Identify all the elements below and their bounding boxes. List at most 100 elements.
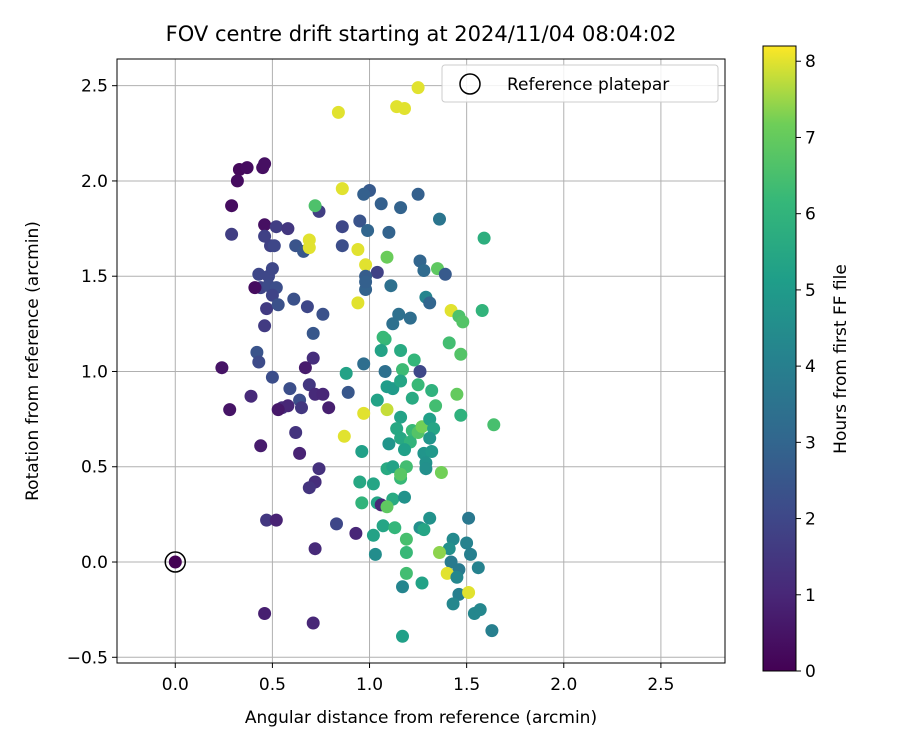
data-point <box>454 408 468 422</box>
y-tick-label: 1.5 <box>81 267 108 287</box>
x-axis-ticks: 0.0 0.5 1.0 1.5 2.0 2.5 <box>162 663 674 695</box>
data-point <box>225 227 239 241</box>
data-point <box>462 586 476 599</box>
data-point <box>405 391 419 405</box>
data-point <box>477 231 491 245</box>
data-point <box>366 477 380 491</box>
data-point <box>464 547 477 561</box>
data-point <box>223 403 237 417</box>
data-point <box>411 81 425 95</box>
data-point <box>394 467 408 481</box>
legend-box <box>441 64 719 103</box>
data-point <box>230 174 244 188</box>
x-tick-label: 2.5 <box>647 675 674 695</box>
data-point <box>487 418 501 432</box>
data-point <box>473 603 487 617</box>
data-point <box>258 319 272 333</box>
data-point <box>419 462 433 476</box>
data-point <box>399 566 413 580</box>
data-point <box>411 187 425 201</box>
data-point <box>471 561 485 575</box>
data-point <box>396 363 409 377</box>
x-tick-label: 0.0 <box>162 675 189 695</box>
y-axis-label: Rotation from reference (arcmin) <box>23 221 43 501</box>
data-point <box>351 243 365 256</box>
data-point <box>394 201 408 215</box>
colorbar-tick-label: 8 <box>805 52 816 72</box>
data-point <box>357 406 371 420</box>
data-point <box>339 366 353 380</box>
data-point <box>396 629 409 643</box>
data-point <box>335 182 349 196</box>
data-point <box>265 370 279 384</box>
data-point <box>442 336 456 350</box>
data-point <box>398 490 411 504</box>
data-point <box>337 429 351 443</box>
data-point <box>392 307 406 321</box>
data-point <box>357 357 371 371</box>
data-point <box>258 607 272 620</box>
reference-platepar-marker <box>164 551 187 573</box>
data-point <box>415 576 429 590</box>
data-point <box>258 218 272 232</box>
data-point <box>353 475 367 489</box>
data-point <box>374 197 388 211</box>
reference-marker <box>164 551 187 573</box>
data-point <box>306 616 320 630</box>
data-point <box>335 220 349 234</box>
data-point <box>394 374 408 388</box>
data-point <box>434 466 448 479</box>
data-point <box>302 241 316 255</box>
data-point <box>380 403 394 417</box>
data-point <box>361 224 375 237</box>
data-point <box>330 517 343 531</box>
colorbar-tick-label: 3 <box>805 433 816 453</box>
data-point <box>380 250 394 264</box>
data-point <box>394 410 408 424</box>
data-point <box>289 426 303 439</box>
data-point <box>244 389 258 403</box>
legend: Reference platepar <box>441 64 719 103</box>
data-point <box>450 387 464 401</box>
data-point <box>370 265 384 279</box>
legend-entry: Reference platepar <box>507 75 669 95</box>
data-points <box>168 81 501 643</box>
data-point <box>446 597 460 611</box>
data-point <box>433 212 446 226</box>
data-point <box>355 445 369 458</box>
grid-lines <box>117 59 725 663</box>
data-point <box>376 519 390 533</box>
data-point <box>316 387 330 401</box>
data-point <box>417 264 431 277</box>
data-point <box>168 555 182 569</box>
colorbar-tick-label: 7 <box>805 128 816 148</box>
data-point <box>366 528 380 542</box>
data-point <box>351 296 365 310</box>
data-point <box>485 624 499 638</box>
data-point <box>295 401 308 415</box>
colorbar-tick-label: 0 <box>805 662 816 682</box>
data-point <box>368 547 382 561</box>
colorbar-label: Hours from first FF file <box>831 264 851 454</box>
data-point <box>425 384 439 397</box>
data-point <box>394 344 408 357</box>
colorbar-tick-label: 2 <box>805 510 816 530</box>
x-tick-label: 2.0 <box>550 675 577 695</box>
data-point <box>388 521 402 535</box>
data-point <box>429 399 443 413</box>
data-point <box>271 403 285 417</box>
y-tick-label: 0.5 <box>81 458 108 478</box>
data-point <box>384 279 398 293</box>
colorbar-tick-label: 1 <box>805 586 816 606</box>
data-point <box>374 344 388 357</box>
data-point <box>460 536 474 550</box>
data-point <box>456 315 470 329</box>
colorbar-tick-label: 5 <box>805 281 816 301</box>
y-axis-ticks: −0.5 0.0 0.5 1.0 1.5 2.0 2.5 <box>67 77 117 668</box>
data-point <box>423 431 437 445</box>
data-point <box>398 443 411 457</box>
data-point <box>260 513 274 527</box>
data-point <box>308 542 322 556</box>
data-point <box>411 378 425 392</box>
data-point <box>306 351 320 365</box>
